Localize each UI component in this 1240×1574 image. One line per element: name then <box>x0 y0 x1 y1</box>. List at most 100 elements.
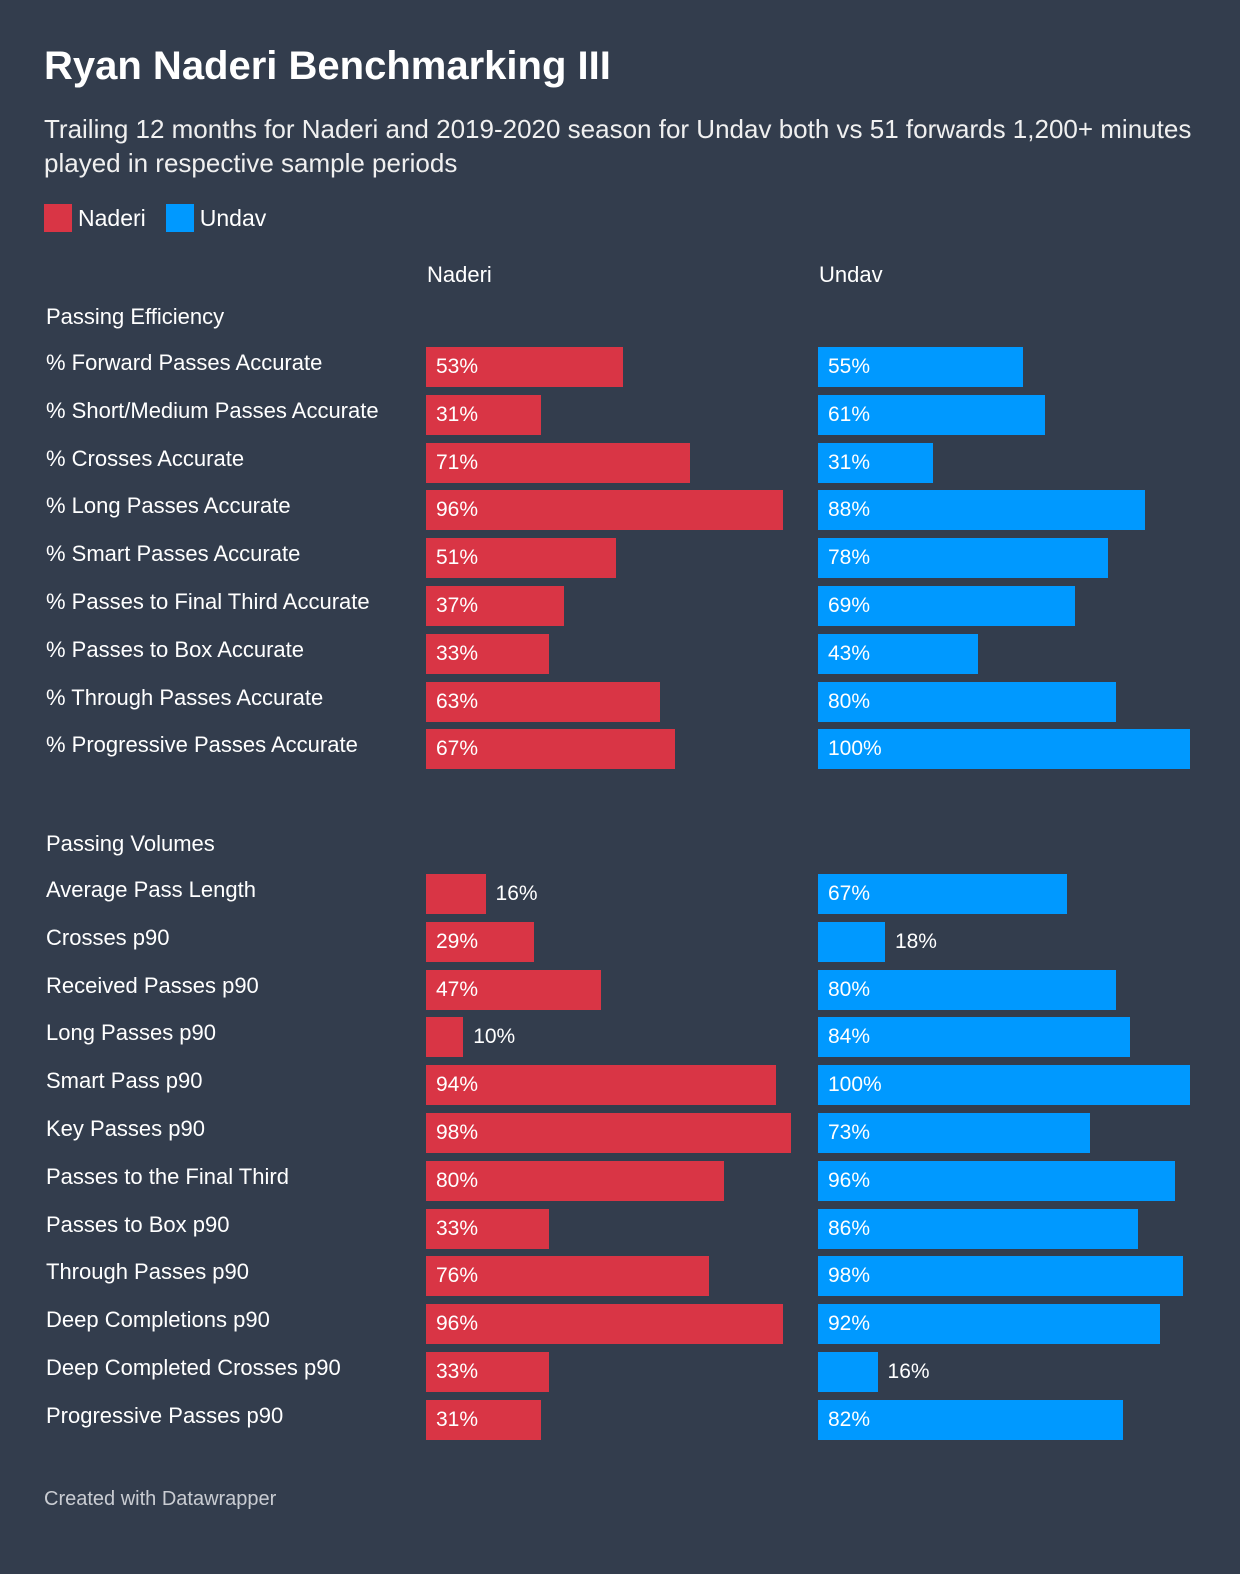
row-label: % Through Passes Accurate <box>46 684 324 710</box>
bar-undav <box>818 394 1045 435</box>
bar-undav <box>818 538 1109 579</box>
bar-undav <box>818 442 934 483</box>
bar-naderi <box>426 347 624 387</box>
value-label-naderi: 47% <box>436 977 479 1001</box>
bar-undav <box>818 1399 1124 1440</box>
bar-undav <box>818 1352 878 1392</box>
bar-naderi <box>426 921 534 962</box>
bar-undav <box>818 874 1068 914</box>
bar-naderi <box>426 681 661 722</box>
bar-undav <box>818 490 1146 531</box>
bar-undav <box>818 1256 1183 1297</box>
bar-naderi <box>426 442 691 483</box>
row-label: Through Passes p90 <box>46 1259 250 1285</box>
bar-undav <box>818 586 1075 626</box>
value-label-undav: 82% <box>828 1407 871 1431</box>
value-label-naderi: 51% <box>436 546 479 570</box>
value-label-naderi: 33% <box>436 1216 479 1240</box>
footer-credit: Created with Datawrapper <box>44 1488 277 1510</box>
row-label: Deep Completions p90 <box>46 1307 270 1333</box>
row-label: % Smart Passes Accurate <box>46 541 301 567</box>
value-label-naderi: 76% <box>436 1264 479 1288</box>
bar-naderi <box>426 1256 709 1297</box>
column-header-naderi: Naderi <box>427 262 492 287</box>
section-title: Passing Volumes <box>46 831 215 856</box>
value-label-undav: 31% <box>828 450 871 474</box>
value-label-naderi: 29% <box>436 929 479 953</box>
value-label-undav: 80% <box>828 977 871 1001</box>
bar-naderi <box>426 394 542 435</box>
chart-title: Ryan Naderi Benchmarking III <box>44 44 611 88</box>
value-label-undav: 18% <box>894 929 937 953</box>
value-label-undav: 96% <box>828 1168 871 1192</box>
value-label-naderi: 31% <box>436 402 479 426</box>
row-label: % Progressive Passes Accurate <box>46 732 358 758</box>
value-label-naderi: 33% <box>436 1360 479 1383</box>
bar-naderi <box>426 538 616 579</box>
row-label: Passes to the Final Third <box>46 1163 289 1189</box>
value-label-undav: 84% <box>828 1025 871 1049</box>
legend-item-undav: Undav <box>165 204 267 232</box>
legend-swatch-naderi <box>44 204 72 232</box>
value-label-naderi: 33% <box>436 641 479 665</box>
value-label-naderi: 94% <box>436 1073 479 1097</box>
value-label-naderi: 96% <box>436 498 479 522</box>
bar-naderi <box>426 633 549 674</box>
bar-naderi <box>426 1352 549 1392</box>
value-label-naderi: 80% <box>436 1168 479 1192</box>
row-label: % Passes to Final Third Accurate <box>46 589 370 614</box>
value-label-naderi: 63% <box>436 689 479 713</box>
value-label-undav: 86% <box>828 1216 871 1240</box>
bar-undav <box>818 921 885 962</box>
row-label: Key Passes p90 <box>46 1116 205 1141</box>
row-label: % Crosses Accurate <box>46 445 245 471</box>
bar-naderi <box>426 874 486 914</box>
row-label: Long Passes p90 <box>46 1020 217 1046</box>
row-label: % Short/Medium Passes Accurate <box>46 397 379 423</box>
value-label-undav: 69% <box>828 594 871 617</box>
bar-naderi <box>426 1160 724 1201</box>
value-label-naderi: 71% <box>436 450 479 474</box>
bar-naderi <box>426 1399 542 1440</box>
legend-swatch-undav <box>165 204 194 232</box>
row-label: % Forward Passes Accurate <box>46 350 323 375</box>
row-label: Passes to Box p90 <box>46 1211 230 1237</box>
row-label: Smart Pass p90 <box>46 1068 203 1094</box>
bar-undav <box>818 1304 1161 1345</box>
bar-undav <box>818 1160 1176 1201</box>
value-label-undav: 80% <box>828 689 871 713</box>
bar-naderi <box>426 969 601 1010</box>
bar-undav <box>818 1208 1138 1249</box>
row-label: Deep Completed Crosses p90 <box>46 1355 341 1380</box>
row-label: % Long Passes Accurate <box>46 493 291 519</box>
bar-naderi <box>426 1113 791 1153</box>
value-label-undav: 73% <box>828 1121 871 1144</box>
value-label-undav: 67% <box>828 882 871 905</box>
value-label-naderi: 16% <box>495 882 538 905</box>
legend-label: Undav <box>199 204 267 231</box>
value-label-undav: 78% <box>828 546 871 570</box>
value-label-undav: 100% <box>828 1073 882 1097</box>
row-label: Crosses p90 <box>46 924 170 950</box>
bar-naderi <box>426 1017 464 1058</box>
bar-naderi <box>426 729 676 770</box>
value-label-naderi: 96% <box>436 1312 479 1336</box>
bar-undav <box>818 633 978 674</box>
bar-naderi <box>426 1208 549 1249</box>
value-label-undav: 16% <box>887 1360 930 1383</box>
value-label-undav: 88% <box>828 498 871 522</box>
bar-naderi <box>426 490 784 531</box>
value-label-undav: 100% <box>828 737 882 761</box>
section-title: Passing Efficiency <box>46 304 225 329</box>
value-label-naderi: 67% <box>436 737 479 761</box>
bar-undav <box>818 729 1190 770</box>
bar-undav <box>818 681 1116 722</box>
row-label: Received Passes p90 <box>46 972 259 998</box>
bar-undav <box>818 969 1116 1010</box>
value-label-naderi: 31% <box>436 1407 479 1431</box>
bar-undav <box>818 1113 1090 1153</box>
bar-naderi <box>426 586 564 626</box>
chart-subtitle: Trailing 12 months for Naderi and 2019-2… <box>44 114 1192 178</box>
value-label-undav: 98% <box>828 1264 871 1288</box>
bar-undav <box>818 347 1023 387</box>
